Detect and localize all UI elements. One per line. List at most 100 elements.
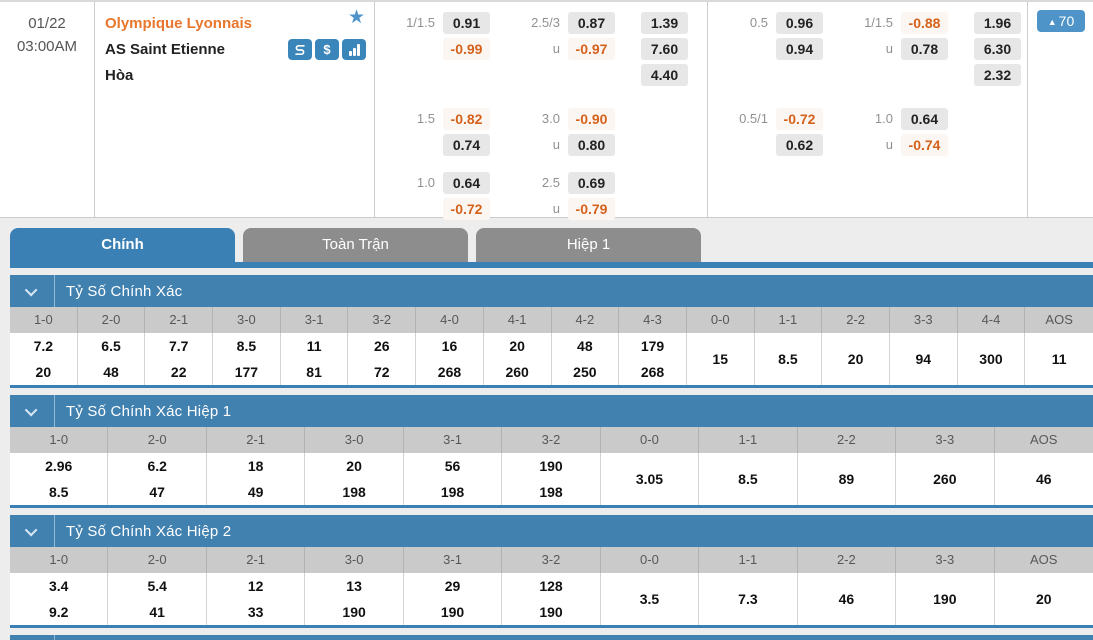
odds-value[interactable]: -0.82 xyxy=(443,108,490,130)
score-odds-value[interactable]: 3.05 xyxy=(635,471,664,487)
odds-value[interactable]: 7.60 xyxy=(641,38,688,60)
odds-value[interactable]: 0.80 xyxy=(568,134,615,156)
score-odds-value[interactable]: 8.5 xyxy=(236,338,257,354)
score-odds-value[interactable]: 18 xyxy=(247,458,264,474)
tab-toàn-trận[interactable]: Toàn Trận xyxy=(243,228,468,262)
odds-value[interactable]: -0.74 xyxy=(901,134,948,156)
odds-value[interactable]: 0.78 xyxy=(901,38,948,60)
odds-value[interactable]: 0.74 xyxy=(443,134,490,156)
score-odds-value[interactable]: 20 xyxy=(509,338,525,354)
odds-value[interactable]: -0.99 xyxy=(443,38,490,60)
score-odds-value[interactable]: 48 xyxy=(103,364,119,380)
odds-value[interactable]: 0.94 xyxy=(776,38,823,60)
score-odds-value[interactable]: 22 xyxy=(170,364,187,380)
score-odds-value[interactable]: 190 xyxy=(539,604,563,620)
score-odds-value[interactable]: 11 xyxy=(1051,351,1067,367)
score-odds-value[interactable]: 15 xyxy=(712,351,728,367)
score-odds-value[interactable]: 20 xyxy=(847,351,864,367)
section-header[interactable]: Tỷ Số Chính Xác xyxy=(10,275,1093,307)
score-odds-value[interactable]: 268 xyxy=(640,364,665,380)
score-odds-value[interactable]: 250 xyxy=(573,364,597,380)
tab-chính[interactable]: Chính xyxy=(10,228,235,262)
score-odds-value[interactable]: 8.5 xyxy=(738,471,758,487)
score-odds-value[interactable]: 33 xyxy=(247,604,264,620)
score-odds-value[interactable]: 46 xyxy=(1035,471,1052,487)
score-odds-value[interactable]: 12 xyxy=(247,578,264,594)
bet-slip-icon[interactable] xyxy=(288,39,312,60)
money-icon[interactable]: $ xyxy=(315,39,339,60)
score-odds-value[interactable]: 72 xyxy=(373,364,390,380)
odds-value[interactable]: -0.97 xyxy=(568,38,615,60)
score-odds-value[interactable]: 49 xyxy=(247,484,264,500)
score-odds-value[interactable]: 56 xyxy=(444,458,461,474)
odds-value[interactable]: 0.64 xyxy=(901,108,948,130)
score-odds-value[interactable]: 47 xyxy=(149,484,165,500)
odds-value[interactable]: 6.30 xyxy=(974,38,1021,60)
score-odds-value[interactable]: 20 xyxy=(346,458,362,474)
home-team-name[interactable]: Olympique Lyonnais xyxy=(105,15,252,32)
score-odds-value[interactable]: 8.5 xyxy=(48,484,69,500)
score-odds-value[interactable]: 179 xyxy=(640,338,665,354)
chevron-down-icon[interactable] xyxy=(10,395,55,427)
score-odds-value[interactable]: 89 xyxy=(838,471,855,487)
score-odds-value[interactable]: 41 xyxy=(149,604,165,620)
away-team-name[interactable]: AS Saint Etienne xyxy=(105,41,226,58)
score-odds-value[interactable]: 13 xyxy=(346,578,362,594)
score-odds-value[interactable]: 48 xyxy=(577,338,593,354)
odds-value[interactable]: 1.39 xyxy=(641,12,688,34)
stats-icon[interactable] xyxy=(342,39,366,60)
score-odds-value[interactable]: 7.2 xyxy=(33,338,54,354)
score-odds-value[interactable]: 3.5 xyxy=(639,591,660,607)
score-odds-value[interactable]: 198 xyxy=(539,484,563,500)
score-odds-value[interactable]: 177 xyxy=(234,364,259,380)
score-odds-value[interactable]: 9.2 xyxy=(48,604,69,620)
score-odds-value[interactable]: 268 xyxy=(437,364,462,380)
odds-value[interactable]: -0.90 xyxy=(568,108,615,130)
score-odds-value[interactable]: 29 xyxy=(444,578,461,594)
odds-value[interactable]: 0.91 xyxy=(443,12,490,34)
score-odds-value[interactable]: 198 xyxy=(342,484,366,500)
odds-value[interactable]: 0.96 xyxy=(776,12,823,34)
score-odds-value[interactable]: 190 xyxy=(933,591,957,607)
score-odds-value[interactable]: 3.4 xyxy=(48,578,69,594)
odds-value[interactable]: 4.40 xyxy=(641,64,688,86)
score-odds-value[interactable]: 20 xyxy=(35,364,52,380)
chevron-down-icon[interactable] xyxy=(10,635,55,640)
score-odds-value[interactable]: 7.3 xyxy=(738,591,758,607)
section-header[interactable]: Tỷ Số Chính Xác Hiệp 2 xyxy=(10,515,1093,547)
odds-value[interactable]: 0.64 xyxy=(443,172,490,194)
tab-hiệp-1[interactable]: Hiệp 1 xyxy=(476,228,701,262)
score-odds-value[interactable]: 16 xyxy=(441,338,458,354)
score-odds-value[interactable]: 190 xyxy=(539,458,563,474)
odds-value[interactable]: 0.69 xyxy=(568,172,615,194)
more-bets-badge[interactable]: ▲ 70 xyxy=(1037,10,1085,32)
score-odds-value[interactable]: 11 xyxy=(306,338,322,354)
section-header[interactable]: Tỷ Số Chính Xác Hiệp 1 xyxy=(10,395,1093,427)
score-odds-value[interactable]: 198 xyxy=(440,484,465,500)
score-odds-value[interactable]: 46 xyxy=(838,591,855,607)
score-odds-value[interactable]: 20 xyxy=(1035,591,1052,607)
score-odds-value[interactable]: 94 xyxy=(915,351,932,367)
score-odds-value[interactable]: 6.2 xyxy=(147,458,167,474)
favorite-star-icon[interactable]: ★ xyxy=(347,7,365,28)
chevron-down-icon[interactable] xyxy=(10,515,55,547)
odds-value[interactable]: 0.87 xyxy=(568,12,615,34)
score-odds-value[interactable]: 260 xyxy=(933,471,957,487)
score-odds-value[interactable]: 7.7 xyxy=(168,338,189,354)
section-header[interactable] xyxy=(10,635,1093,640)
odds-value[interactable]: -0.72 xyxy=(443,198,490,220)
score-odds-value[interactable]: 8.5 xyxy=(778,351,798,367)
odds-value[interactable]: -0.72 xyxy=(776,108,823,130)
score-odds-value[interactable]: 26 xyxy=(373,338,390,354)
score-odds-value[interactable]: 300 xyxy=(979,351,1003,367)
score-odds-value[interactable]: 260 xyxy=(505,364,529,380)
odds-value[interactable]: -0.79 xyxy=(568,198,615,220)
score-odds-value[interactable]: 6.5 xyxy=(101,338,121,354)
score-odds-value[interactable]: 81 xyxy=(306,364,322,380)
score-odds-value[interactable]: 128 xyxy=(539,578,563,594)
odds-value[interactable]: 2.32 xyxy=(974,64,1021,86)
score-odds-value[interactable]: 190 xyxy=(342,604,366,620)
odds-value[interactable]: -0.88 xyxy=(901,12,948,34)
odds-value[interactable]: 1.96 xyxy=(974,12,1021,34)
score-odds-value[interactable]: 190 xyxy=(440,604,465,620)
